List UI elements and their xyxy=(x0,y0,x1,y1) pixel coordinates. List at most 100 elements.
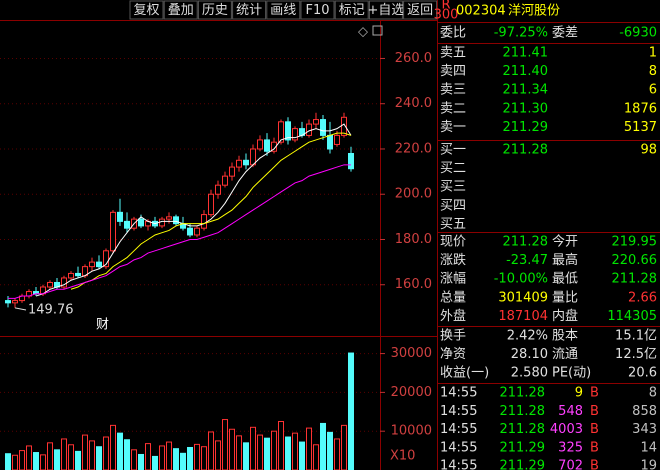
panel-text: 股本 xyxy=(552,329,578,344)
candle-body xyxy=(138,218,144,227)
panel-text: 委差 xyxy=(552,26,578,41)
candle-body xyxy=(187,227,193,236)
panel-text: 98 xyxy=(640,143,657,158)
panel-text: 548 xyxy=(558,404,583,419)
toolbar-button[interactable] xyxy=(403,0,438,20)
candle-body xyxy=(327,134,333,150)
toolbar-label[interactable]: F10 xyxy=(305,3,329,18)
candle-body xyxy=(264,139,270,152)
low-label: 149.76 xyxy=(28,303,74,318)
panel-text: 现价 xyxy=(440,235,466,250)
volume-bar xyxy=(19,450,25,470)
panel-text: B xyxy=(590,404,599,419)
volume-bar xyxy=(187,446,193,470)
volume-bar xyxy=(173,448,179,470)
panel-text: 外盘 xyxy=(440,308,466,324)
panel-text: B xyxy=(590,459,599,470)
toolbar-button[interactable] xyxy=(232,0,267,20)
volume-bar xyxy=(89,440,95,470)
volume-bar xyxy=(264,437,270,470)
candle-body xyxy=(341,116,347,136)
panel-text: B xyxy=(590,386,599,401)
candle-body xyxy=(68,272,74,279)
panel-text: 卖四 xyxy=(440,64,466,79)
panel-text: 收益(一) xyxy=(440,366,489,381)
panel-text: 12.5亿 xyxy=(615,347,657,362)
panel-text: B xyxy=(590,422,599,437)
y-tick-label: 240.0 xyxy=(395,96,432,111)
toolbar-label[interactable]: 历史 xyxy=(202,3,228,18)
y-tick-label: 260.0 xyxy=(395,51,432,66)
volume-bar xyxy=(271,430,277,470)
candle-body xyxy=(285,121,291,141)
panel-text: 325 xyxy=(558,440,583,455)
panel-text: 净资 xyxy=(440,347,466,362)
moving-average xyxy=(8,164,351,299)
event-marker[interactable]: 财 xyxy=(96,318,109,333)
toolbar-label[interactable]: 统计 xyxy=(236,3,262,18)
candle-body xyxy=(292,128,298,141)
panel-text: 1876 xyxy=(624,101,657,116)
candle-body xyxy=(320,119,326,136)
volume-bar xyxy=(117,432,123,470)
panel-text: 8 xyxy=(649,64,657,79)
candle-body xyxy=(215,184,221,195)
toolbar-button[interactable] xyxy=(300,0,335,20)
volume-bar xyxy=(278,420,284,470)
icon-box[interactable] xyxy=(372,25,383,36)
moving-average xyxy=(70,132,352,290)
panel-text: 卖二 xyxy=(440,101,466,116)
toolbar-label[interactable]: 复权 xyxy=(133,2,159,18)
candle-body xyxy=(124,220,130,229)
panel-text: 洋河股份 xyxy=(508,4,560,19)
toolbar-button[interactable] xyxy=(197,0,232,20)
toolbar-button[interactable] xyxy=(368,0,403,20)
y-tick-label: 30000 xyxy=(391,346,432,361)
toolbar-button[interactable] xyxy=(266,0,301,20)
candle-body xyxy=(117,211,123,222)
panel-text: 1 xyxy=(649,46,657,61)
icon-diamond[interactable]: ◇ xyxy=(358,25,368,40)
toolbar-label[interactable]: 标记 xyxy=(339,3,365,18)
y-tick-label: 20000 xyxy=(391,385,432,400)
panel-text: 220.66 xyxy=(612,253,658,268)
toolbar-button[interactable] xyxy=(334,0,369,20)
panel-text: 卖五 xyxy=(440,46,466,61)
candle-body xyxy=(243,159,249,166)
panel-text: 211.28 xyxy=(503,235,549,250)
panel-text: 6 xyxy=(649,83,657,98)
toolbar-button[interactable] xyxy=(129,0,164,20)
toolbar-button[interactable] xyxy=(163,0,198,20)
toolbar-label[interactable]: 叠加 xyxy=(168,3,194,18)
y-tick-label: 180.0 xyxy=(395,232,432,247)
volume-bar xyxy=(320,422,326,470)
panel-text: 总量 xyxy=(440,290,466,305)
volume-bar xyxy=(194,443,200,470)
toolbar-label[interactable]: +自选 xyxy=(367,3,404,18)
volume-bar xyxy=(306,427,312,470)
panel-text: 涨幅 xyxy=(440,272,466,287)
panel-text: 2.42% xyxy=(507,329,548,344)
y-tick-label: 160.0 xyxy=(395,277,432,292)
panel-text: 28.10 xyxy=(511,347,548,362)
volume-bar xyxy=(166,441,172,470)
panel-text: 15.1亿 xyxy=(615,329,657,344)
volume-bar xyxy=(229,428,235,470)
candle-body xyxy=(313,119,319,125)
volume-bar xyxy=(201,446,207,470)
volume-bar xyxy=(110,424,116,470)
candle-body xyxy=(173,216,179,225)
volume-bar xyxy=(33,452,39,470)
toolbar-label[interactable]: 画线 xyxy=(270,3,296,18)
volume-bar xyxy=(40,454,46,470)
toolbar-label[interactable]: 返回 xyxy=(407,3,433,18)
panel-text: 4003 xyxy=(550,422,583,437)
moving-average xyxy=(35,123,352,297)
volume-bar xyxy=(180,452,186,470)
volume-bar xyxy=(12,454,18,470)
volume-bar xyxy=(152,455,158,470)
candle-body xyxy=(278,121,284,143)
candle-body xyxy=(236,159,242,168)
panel-text: 量比 xyxy=(552,290,578,305)
